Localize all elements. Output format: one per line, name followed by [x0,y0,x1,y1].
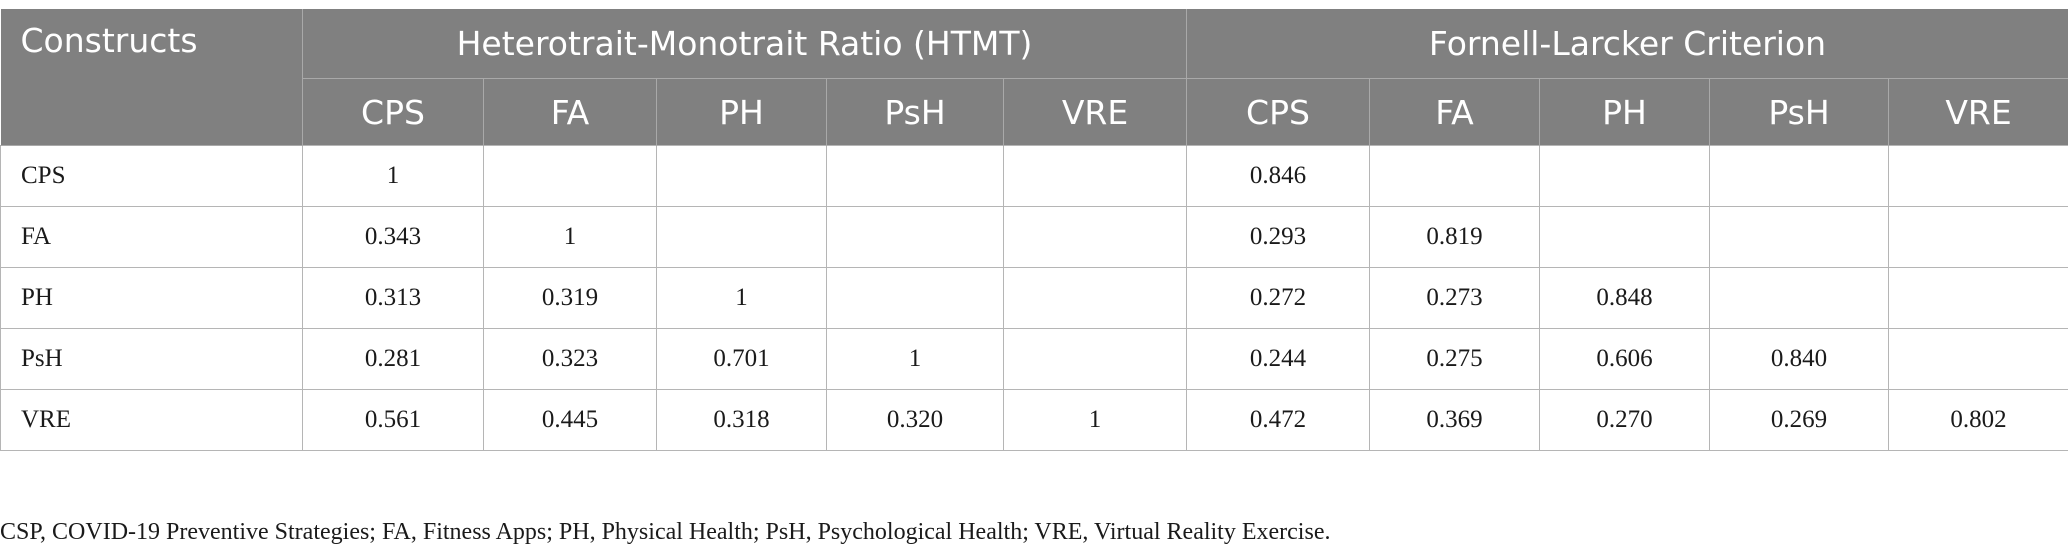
row-label: PH [0,267,303,329]
table-cell [1888,206,2068,268]
table-body: CPS 1 0.846 FA 0.343 1 0.293 0.819 PH 0.313 0.319 1… [0,145,2068,451]
fornell-larcker-group-header: Fornell-Larcker Criterion [1186,9,2068,79]
table-cell: 0.281 [302,328,484,390]
results-table: Constructs Heterotrait-Monotrait Ratio (… [0,9,2068,451]
table-cell: 0.244 [1186,328,1370,390]
table-cell: 0.318 [656,389,827,451]
table-header: Constructs Heterotrait-Monotrait Ratio (… [0,9,2068,146]
row-label: FA [0,206,303,268]
column-header: PH [656,78,827,146]
table-cell: 0.320 [826,389,1004,451]
table-row: FA 0.343 1 0.293 0.819 [0,206,2068,268]
table-cell: 0.369 [1369,389,1540,451]
column-header: CPS [302,78,484,146]
table-cell [1369,145,1540,207]
table-cell [826,206,1004,268]
constructs-header: Constructs [0,9,303,146]
table-cell: 0.269 [1709,389,1889,451]
table-cell [483,145,657,207]
table-cell [826,267,1004,329]
table-row: VRE 0.561 0.445 0.318 0.320 1 0.472 0.369 0.270 0… [0,389,2068,451]
table-footnote: CSP, COVID-19 Preventive Strategies; FA,… [0,519,1331,545]
table-cell: 0.846 [1186,145,1370,207]
table-cell [1888,145,2068,207]
table-cell: 0.293 [1186,206,1370,268]
column-header: CPS [1186,78,1370,146]
column-header: PH [1539,78,1710,146]
table-cell [1709,267,1889,329]
table-cell: 0.270 [1539,389,1710,451]
table-cell [1888,328,2068,390]
column-header: VRE [1003,78,1187,146]
table-cell: 0.273 [1369,267,1540,329]
table-cell: 1 [826,328,1004,390]
row-label: PsH [0,328,303,390]
column-header: PsH [1709,78,1889,146]
table-cell: 1 [656,267,827,329]
table-cell [1709,206,1889,268]
table-cell [1003,328,1187,390]
column-header: VRE [1888,78,2068,146]
table-cell [1003,206,1187,268]
table-row: PsH 0.281 0.323 0.701 1 0.244 0.275 0.606 0.840 [0,328,2068,390]
table-cell: 0.606 [1539,328,1710,390]
table-cell: 0.840 [1709,328,1889,390]
column-header: FA [1369,78,1540,146]
table-cell: 0.323 [483,328,657,390]
table-cell [1709,145,1889,207]
header-subheader-row: CPS FA PH PsH VRE CPS FA PH PsH VRE [1,78,2068,146]
table-cell [656,145,827,207]
table-row: PH 0.313 0.319 1 0.272 0.273 0.848 [0,267,2068,329]
table-cell [1539,206,1710,268]
htmt-group-header: Heterotrait-Monotrait Ratio (HTMT) [302,9,1187,79]
table-cell: 0.275 [1369,328,1540,390]
table-cell: 0.343 [302,206,484,268]
table-cell: 0.319 [483,267,657,329]
table-cell [826,145,1004,207]
table-cell: 0.472 [1186,389,1370,451]
row-label: CPS [0,145,303,207]
header-group-row: Constructs Heterotrait-Monotrait Ratio (… [0,9,2068,146]
table-cell: 0.819 [1369,206,1540,268]
table-cell [656,206,827,268]
table-row: CPS 1 0.846 [0,145,2068,207]
table-cell: 1 [1003,389,1187,451]
table-cell: 0.313 [302,267,484,329]
table-cell: 1 [302,145,484,207]
table-cell: 0.561 [302,389,484,451]
table-cell [1888,267,2068,329]
table-cell: 0.701 [656,328,827,390]
table-cell: 0.272 [1186,267,1370,329]
column-header: PsH [826,78,1004,146]
row-label: VRE [0,389,303,451]
table-cell: 0.802 [1888,389,2068,451]
table-cell [1003,267,1187,329]
table-cell [1539,145,1710,207]
table-cell: 1 [483,206,657,268]
column-header: FA [483,78,657,146]
table-cell [1003,145,1187,207]
table-cell: 0.848 [1539,267,1710,329]
table-cell: 0.445 [483,389,657,451]
